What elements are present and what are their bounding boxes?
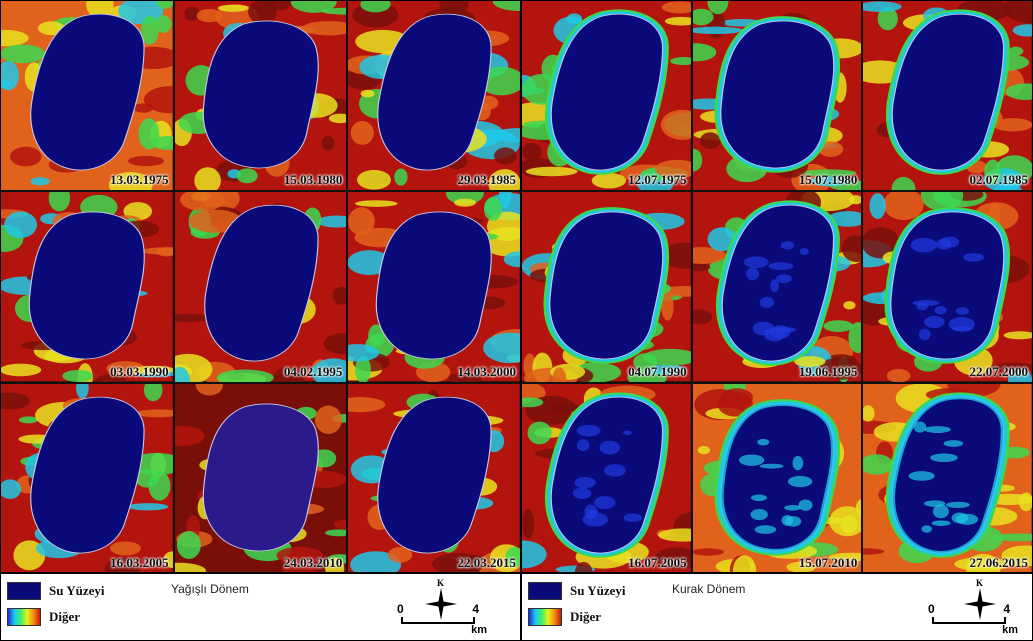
other-swatch	[528, 608, 562, 626]
scale-end: 4	[1003, 602, 1010, 616]
lake-map-image	[174, 192, 347, 382]
wet-period-panel: 13.03.1975 15.03.1980 29.03.1985 03.03.1990…	[0, 0, 521, 641]
tile-date-label: 16.03.2005	[110, 554, 169, 570]
map-tile: 02.07.1985	[863, 1, 1032, 191]
map-tile: 16.07.2005	[522, 383, 691, 573]
dry-period-legend: Su Yüzeyi Diğer Kurak Dönem K 0 4 km	[522, 572, 1032, 640]
lake-map-image	[522, 1, 691, 191]
tile-date-label: 04.07.1990	[628, 363, 687, 379]
map-tile: 19.06.1995	[692, 192, 862, 382]
north-arrow-icon: K	[423, 578, 459, 622]
lake-map-image	[863, 383, 1032, 573]
map-tile: 24.03.2010	[174, 383, 347, 573]
scale-end: 4	[472, 602, 479, 616]
scale-bar: 0 4 km	[924, 602, 1018, 636]
period-label: Yağışlı Dönem	[171, 582, 249, 596]
tile-date-label: 29.03.1985	[457, 172, 517, 188]
legend-other-row: Diğer	[7, 608, 80, 626]
tile-date-label: 02.07.1985	[969, 172, 1029, 188]
lake-map-image	[692, 1, 862, 191]
lake-map-image	[522, 383, 691, 573]
tile-date-label: 03.03.1990	[110, 363, 169, 379]
map-tile: 04.02.1995	[174, 192, 347, 382]
tile-date-label: 22.03.2015	[457, 554, 517, 570]
lake-map-image	[1, 1, 173, 191]
map-tile: 22.07.2000	[863, 192, 1032, 382]
scale-bar: 0 4 km	[393, 602, 487, 636]
legend-other-row: Diğer	[528, 608, 601, 626]
map-tile: 29.03.1985	[348, 1, 520, 191]
other-label: Diğer	[570, 609, 602, 624]
tile-date-label: 27.06.2015	[969, 554, 1029, 570]
legend-water-row: Su Yüzeyi	[528, 582, 626, 600]
lake-map-image	[692, 383, 862, 573]
dry-period-grid: 12.07.1975 15.07.1980 02.07.1985 04.07.1990…	[522, 1, 1032, 573]
north-label: K	[976, 578, 984, 588]
tile-date-label: 12.07.1975	[628, 172, 687, 188]
map-tile: 04.07.1990	[522, 192, 691, 382]
map-tile: 15.07.2010	[692, 383, 862, 573]
map-tile: 16.03.2005	[1, 383, 173, 573]
north-label: K	[437, 578, 445, 588]
water-swatch	[7, 582, 41, 600]
other-swatch	[7, 608, 41, 626]
lake-map-image	[174, 383, 347, 573]
lake-map-image	[1, 192, 173, 382]
lake-map-image	[1, 383, 173, 573]
water-label: Su Yüzeyi	[49, 583, 105, 598]
lake-map-image	[692, 192, 862, 382]
map-tile: 15.07.1980	[692, 1, 862, 191]
dry-period-panel: 12.07.1975 15.07.1980 02.07.1985 04.07.1990…	[521, 0, 1033, 641]
legend-water-row: Su Yüzeyi	[7, 582, 105, 600]
tile-date-label: 22.07.2000	[969, 363, 1029, 379]
wet-period-legend: Su Yüzeyi Diğer Yağışlı Dönem K 0 4	[1, 572, 520, 640]
lake-map-image	[174, 1, 347, 191]
north-arrow-icon: K	[962, 578, 998, 622]
scale-start: 0	[397, 602, 404, 616]
lake-map-image	[522, 192, 691, 382]
wet-period-grid: 13.03.1975 15.03.1980 29.03.1985 03.03.1990…	[1, 1, 520, 573]
period-label: Kurak Dönem	[672, 582, 746, 596]
map-tile: 27.06.2015	[863, 383, 1032, 573]
tile-date-label: 19.06.1995	[798, 363, 858, 379]
map-tile: 12.07.1975	[522, 1, 691, 191]
scale-unit: km	[471, 624, 487, 636]
lake-map-image	[863, 192, 1032, 382]
tile-date-label: 24.03.2010	[283, 554, 343, 570]
tile-date-label: 13.03.1975	[110, 172, 169, 188]
tile-date-label: 15.07.2010	[798, 554, 858, 570]
water-swatch	[528, 582, 562, 600]
map-tile: 14.03.2000	[348, 192, 520, 382]
scale-start: 0	[928, 602, 935, 616]
tile-date-label: 14.03.2000	[457, 363, 517, 379]
lake-map-image	[348, 383, 520, 573]
scale-unit: km	[1002, 624, 1018, 636]
map-tile: 03.03.1990	[1, 192, 173, 382]
map-tile: 15.03.1980	[174, 1, 347, 191]
lake-map-image	[348, 192, 520, 382]
tile-date-label: 04.02.1995	[283, 363, 343, 379]
map-tile: 13.03.1975	[1, 1, 173, 191]
north-star-icon	[425, 588, 457, 620]
tile-date-label: 16.07.2005	[628, 554, 687, 570]
lake-map-image	[863, 1, 1032, 191]
tile-date-label: 15.07.1980	[798, 172, 858, 188]
lake-map-image	[348, 1, 520, 191]
north-star-icon	[964, 588, 996, 620]
map-tile: 22.03.2015	[348, 383, 520, 573]
water-label: Su Yüzeyi	[570, 583, 626, 598]
tile-date-label: 15.03.1980	[283, 172, 343, 188]
other-label: Diğer	[49, 609, 81, 624]
